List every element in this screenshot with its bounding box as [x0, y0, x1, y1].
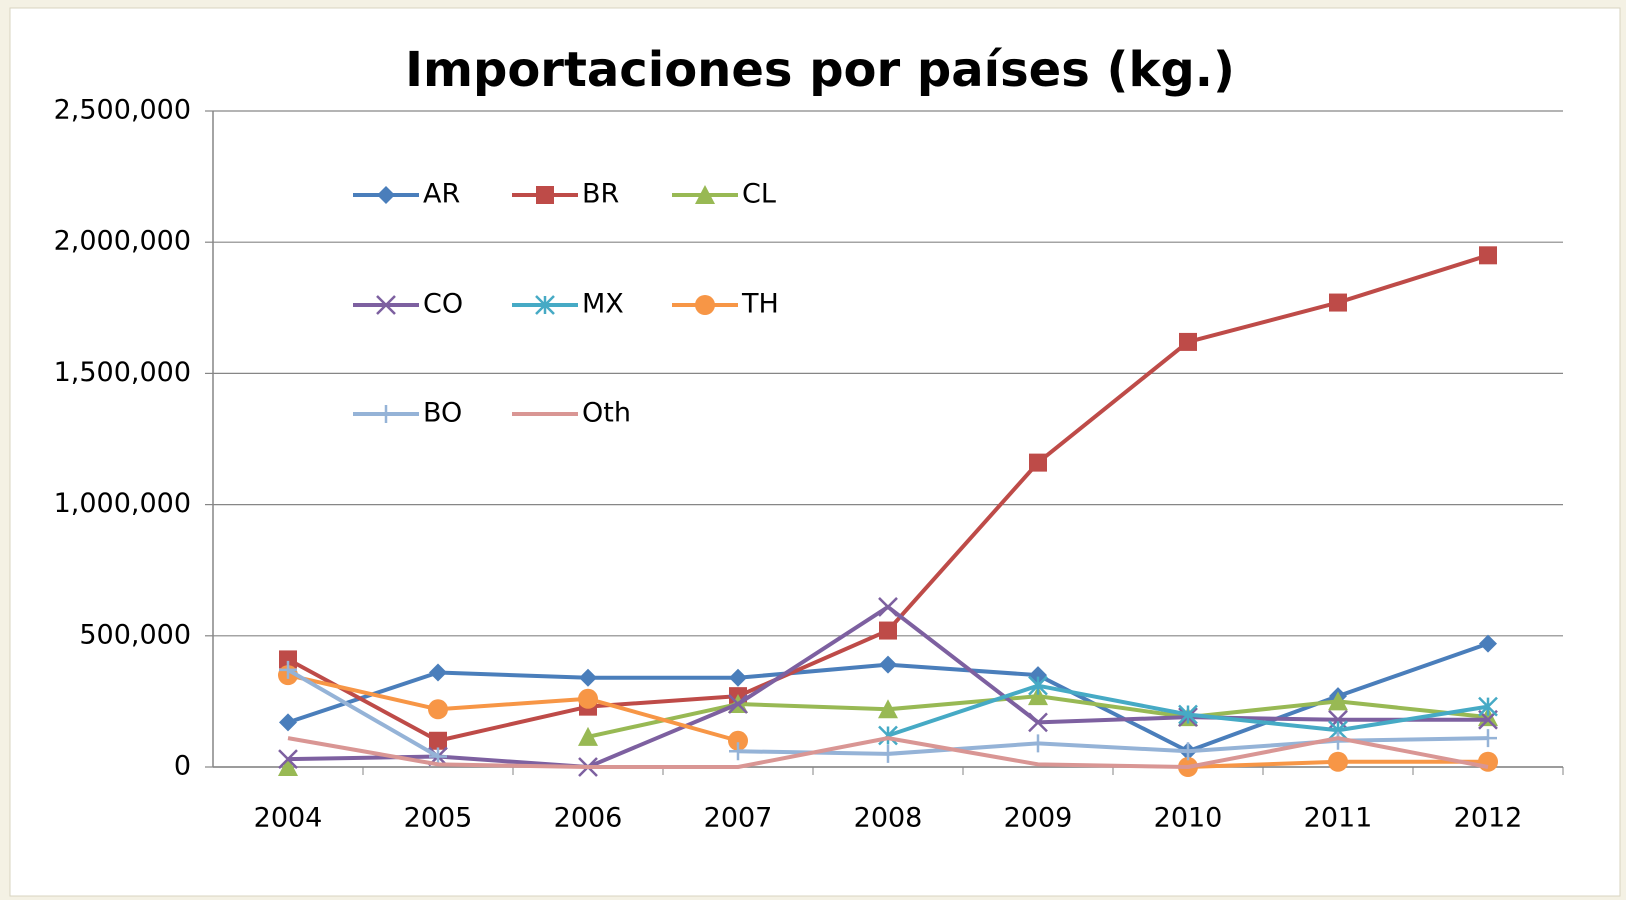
marker [1029, 453, 1047, 472]
marker [1028, 675, 1048, 696]
marker [1479, 729, 1497, 748]
legend-label: BO [423, 398, 462, 429]
x-tick-label: 2008 [854, 803, 923, 834]
legend-label: TH [741, 289, 779, 320]
marker [878, 725, 898, 746]
legend-entry: CL [672, 179, 776, 210]
marker [879, 744, 897, 763]
legend-marker [695, 185, 715, 204]
marker [729, 742, 747, 761]
marker [1028, 712, 1048, 733]
legend-label: Oth [582, 398, 631, 429]
legend-entry: MX [512, 289, 624, 320]
marker [1478, 751, 1498, 772]
marker [428, 699, 448, 720]
legend-entry: BR [512, 179, 619, 210]
marker [578, 726, 598, 746]
x-tick-label: 2005 [404, 803, 473, 834]
marker [279, 650, 297, 669]
marker [578, 688, 598, 709]
marker [1329, 293, 1347, 312]
legend-marker [377, 405, 395, 423]
y-tick-label: 2,000,000 [54, 226, 191, 257]
marker [1179, 332, 1197, 351]
chart-title: Importaciones por países (kg.) [405, 42, 1235, 98]
marker [1328, 691, 1348, 711]
marker [728, 730, 748, 751]
chart-area [9, 7, 1621, 897]
legend-label: MX [582, 289, 624, 320]
legend-marker [377, 186, 395, 204]
marker [878, 699, 898, 719]
y-tick-label: 1,000,000 [54, 488, 191, 519]
legend-marker [536, 186, 554, 204]
legend-entry: Oth [512, 398, 631, 429]
marker [878, 597, 898, 617]
marker [729, 668, 747, 687]
legend-entry: CO [353, 289, 463, 320]
legend-marker [695, 295, 715, 315]
x-tick-label: 2011 [1304, 803, 1373, 834]
legend-marker [535, 295, 555, 315]
series-line [287, 736, 1489, 769]
marker [1479, 246, 1497, 265]
marker [279, 660, 297, 679]
marker [728, 694, 748, 714]
x-tick-label: 2009 [1004, 803, 1073, 834]
legend-label: BR [582, 179, 619, 210]
marker [1028, 686, 1048, 706]
legend-label: AR [423, 179, 460, 210]
marker [879, 621, 897, 640]
marker [429, 663, 447, 682]
x-tick-label: 2012 [1454, 803, 1523, 834]
marker [1479, 634, 1497, 653]
y-tick-label: 1,500,000 [54, 357, 191, 388]
marker [429, 731, 447, 750]
legend-marker [376, 295, 396, 315]
legend-label: CO [423, 289, 463, 320]
marker [1478, 696, 1498, 717]
y-tick-label: 0 [174, 751, 191, 782]
marker [1178, 704, 1198, 725]
marker [879, 655, 897, 674]
marker [278, 757, 298, 776]
marker [1029, 734, 1047, 753]
marker [579, 668, 597, 687]
legend-entry: AR [353, 179, 460, 210]
x-tick-label: 2010 [1154, 803, 1223, 834]
legend-entry: TH [672, 289, 779, 320]
x-tick-label: 2006 [554, 803, 623, 834]
marker [1179, 742, 1197, 761]
marker [1328, 751, 1348, 772]
series-line [287, 668, 1489, 759]
legend-entry: BO [353, 398, 462, 429]
marker [279, 713, 297, 732]
x-tick-label: 2004 [254, 803, 323, 834]
legend-label: CL [742, 179, 776, 210]
x-tick-label: 2007 [704, 803, 773, 834]
y-tick-label: 2,500,000 [54, 95, 191, 126]
marker [278, 749, 298, 770]
y-tick-label: 500,000 [79, 619, 191, 650]
